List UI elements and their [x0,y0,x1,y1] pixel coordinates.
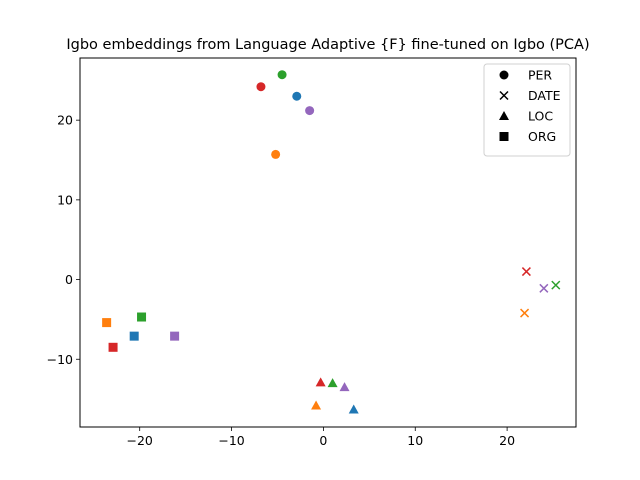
legend-marker-org [499,132,509,141]
data-point-loc [339,382,350,392]
data-point-date [521,267,531,277]
y-tick-label: 10 [57,192,73,207]
legend-label-per: PER [528,68,552,83]
data-point-loc [315,377,326,387]
legend-box [483,63,571,157]
data-point-per [256,82,266,92]
x-tick-label: −10 [218,433,244,448]
x-tick-label: 10 [407,433,423,448]
data-points [102,70,561,414]
data-point-date [539,283,549,293]
plot-frame [79,57,577,428]
legend-label-date: DATE [528,88,561,103]
y-tick-label: 20 [57,113,73,128]
data-point-date [520,308,530,318]
data-point-org [102,318,112,328]
x-tick-label: 0 [319,433,327,448]
data-point-per [271,149,281,159]
data-point-loc [327,378,338,388]
axis-ticks: −20 −10 0 10 20 −10 0 10 20 [47,113,516,448]
data-point-org [129,331,139,341]
data-point-org [108,342,118,352]
legend-label-org: ORG [528,129,556,144]
data-point-per [305,106,315,116]
data-point-date [551,280,561,290]
data-point-org [170,331,180,341]
data-point-loc [348,404,359,414]
x-tick-label: 20 [499,433,515,448]
legend-marker-per [499,70,509,80]
legend-label-loc: LOC [528,109,553,124]
chart-title: Igbo embeddings from Language Adaptive {… [66,37,589,53]
y-tick-label: −10 [47,352,73,367]
x-tick-label: −20 [127,433,153,448]
data-point-per [277,70,287,80]
legend: PER DATE LOC ORG [483,63,571,157]
data-point-per [292,91,302,101]
data-point-loc [311,400,322,410]
legend-marker-date [499,90,509,101]
y-tick-label: 0 [65,272,73,287]
data-point-org [137,312,147,322]
legend-marker-loc [499,111,509,120]
